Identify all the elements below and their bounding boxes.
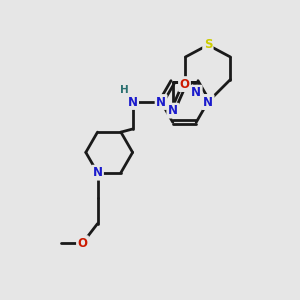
Text: N: N [92,166,103,179]
Text: H: H [120,85,129,95]
Text: N: N [191,86,201,99]
Text: S: S [204,38,212,52]
Text: N: N [128,95,138,109]
Text: N: N [168,104,178,117]
Text: O: O [179,78,190,91]
Text: N: N [156,95,166,109]
Text: O: O [77,237,88,250]
Text: N: N [203,95,213,109]
Text: N: N [203,95,213,109]
